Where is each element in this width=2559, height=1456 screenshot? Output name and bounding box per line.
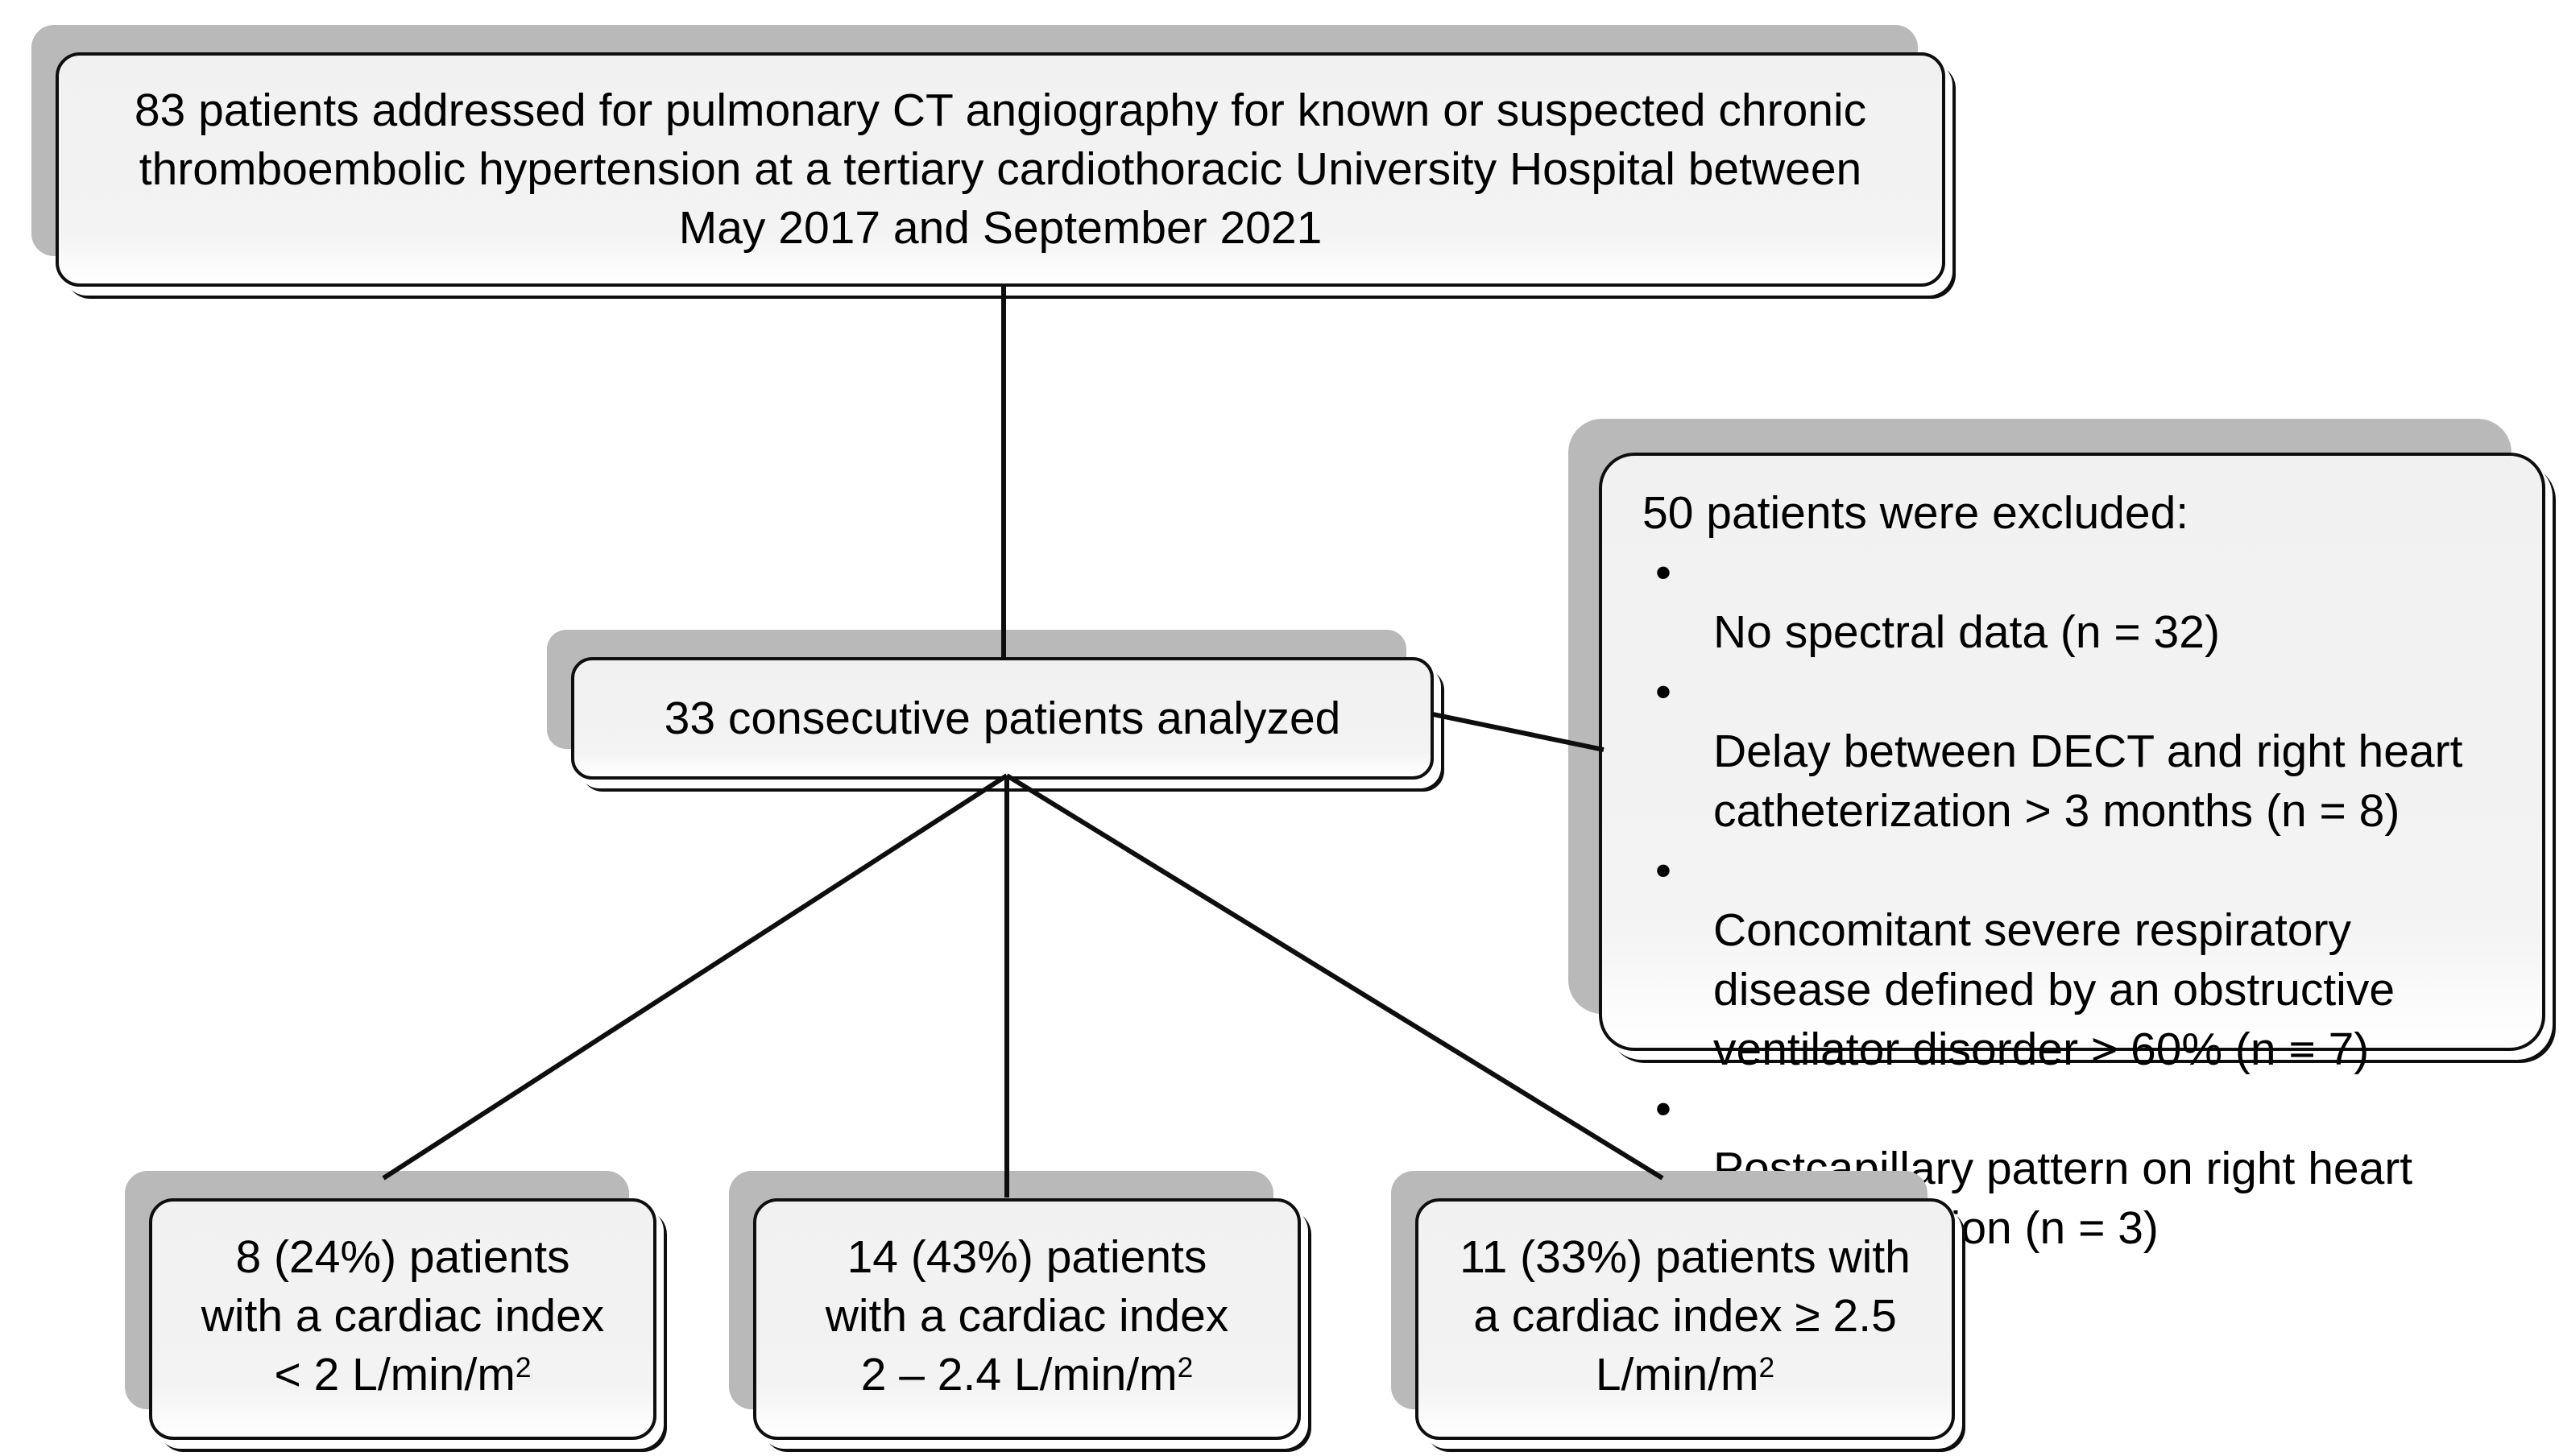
analyzed-box: 33 consecutive patients analyzed xyxy=(571,657,1434,780)
analyzed-box-text: 33 consecutive patients analyzed xyxy=(664,692,1341,744)
outcome-line: 14 (43%) patients xyxy=(847,1231,1207,1283)
outcome-line: a cardiac index ≥ 2.5 xyxy=(1473,1290,1897,1342)
outcome-box-mid-cardiac-index: 14 (43%) patients with a cardiac index 2… xyxy=(753,1198,1301,1440)
bullet-icon: • xyxy=(1655,1083,1671,1135)
outcome-line: with a cardiac index xyxy=(201,1290,605,1342)
outcome-box-text: 11 (33%) patients with a cardiac index ≥… xyxy=(1460,1228,1911,1410)
exclusion-item-text: No spectral data (n = 32) xyxy=(1713,606,2220,658)
superscript: 2 xyxy=(1758,1352,1775,1384)
bullet-icon: • xyxy=(1655,666,1671,718)
connector-middle-to-exclusion xyxy=(1432,712,1605,752)
connector-middle-to-outcome-1 xyxy=(382,773,1008,1181)
enrollment-box-text: 83 patients addressed for pulmonary CT a… xyxy=(134,85,1867,254)
outcome-line: < 2 L/min/m2 xyxy=(274,1349,532,1400)
exclusion-item-text: Concomitant severe respiratory disease d… xyxy=(1713,904,2395,1075)
outcome-line: with a cardiac index xyxy=(825,1290,1229,1342)
exclusion-item-text: Delay between DECT and right heart cathe… xyxy=(1713,726,2463,837)
exclusion-item: • Concomitant severe respiratory disease … xyxy=(1642,841,2513,1079)
connector-middle-to-outcome-3 xyxy=(1005,773,1664,1181)
enrollment-box: 83 patients addressed for pulmonary CT a… xyxy=(56,52,1945,287)
outcome-line: 8 (24%) patients xyxy=(235,1231,570,1283)
exclusion-heading: 50 patients were excluded: xyxy=(1642,487,2189,539)
outcome-box-text: 8 (24%) patients with a cardiac index < … xyxy=(201,1228,605,1410)
bullet-icon: • xyxy=(1655,845,1671,896)
outcome-line: 2 – 2.4 L/min/m2 xyxy=(860,1349,1194,1400)
outcome-box-high-cardiac-index: 11 (33%) patients with a cardiac index ≥… xyxy=(1415,1198,1955,1440)
exclusion-item: • Delay between DECT and right heart cath… xyxy=(1642,662,2513,841)
superscript: 2 xyxy=(515,1352,532,1384)
exclusion-box: 50 patients were excluded: • No spectral … xyxy=(1599,453,2545,1254)
outcome-box-low-cardiac-index: 8 (24%) patients with a cardiac index < … xyxy=(149,1198,656,1440)
exclusion-item: • No spectral data (n = 32) xyxy=(1642,543,2513,662)
exclusion-list: • No spectral data (n = 32) • Delay betwee… xyxy=(1642,543,2513,1258)
superscript: 2 xyxy=(1177,1352,1194,1384)
bullet-icon: • xyxy=(1655,547,1671,598)
outcome-line: L/min/m2 xyxy=(1595,1349,1775,1400)
outcome-line: 11 (33%) patients with xyxy=(1460,1231,1911,1283)
outcome-box-text: 14 (43%) patients with a cardiac index 2… xyxy=(826,1228,1229,1410)
exclusion-box-content: 50 patients were excluded: • No spectral … xyxy=(1602,456,2542,1258)
